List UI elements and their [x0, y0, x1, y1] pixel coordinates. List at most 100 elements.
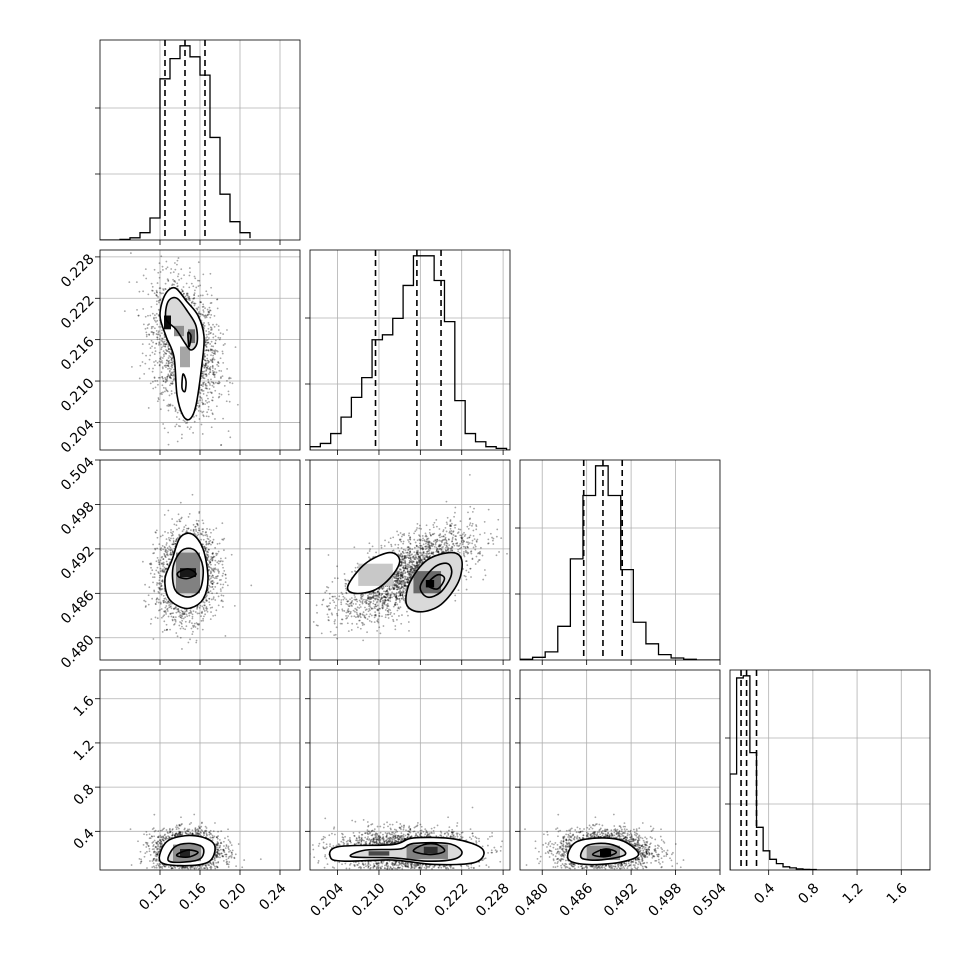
scatter-point	[174, 607, 177, 610]
scatter-point	[192, 624, 194, 627]
scatter-point	[162, 292, 164, 295]
scatter-point	[422, 552, 425, 555]
scatter-point	[343, 597, 346, 599]
scatter-point	[205, 349, 208, 352]
scatter-point	[210, 354, 212, 357]
scatter-point	[202, 314, 205, 317]
scatter-point	[344, 587, 347, 590]
scatter-point	[211, 552, 214, 555]
scatter-point	[221, 350, 224, 353]
scatter-point	[161, 630, 164, 633]
scatter-point	[409, 570, 412, 573]
scatter-point	[168, 536, 170, 539]
scatter-point	[153, 573, 156, 575]
scatter-point	[166, 375, 169, 378]
scatter-point	[154, 386, 157, 389]
scatter-point	[189, 529, 192, 532]
scatter-point	[208, 578, 211, 581]
scatter-point	[151, 351, 154, 354]
scatter-point	[358, 607, 361, 609]
scatter-point	[155, 320, 157, 323]
scatter-point	[442, 530, 445, 533]
scatter-point	[212, 323, 214, 326]
scatter-point	[155, 291, 158, 293]
scatter-point	[176, 608, 179, 611]
scatter-point	[463, 531, 465, 534]
scatter-point	[186, 527, 188, 530]
scatter-point	[166, 359, 169, 362]
scatter-point	[162, 423, 165, 425]
scatter-point	[408, 572, 411, 575]
scatter-point	[408, 574, 411, 576]
scatter-point	[214, 339, 217, 342]
scatter-point	[202, 324, 205, 327]
scatter-point	[161, 360, 163, 362]
scatter-point	[205, 373, 208, 376]
scatter-point	[208, 306, 211, 309]
scatter-point	[188, 621, 191, 624]
scatter-point	[206, 610, 209, 613]
scatter-point	[156, 566, 159, 569]
scatter-point	[380, 598, 382, 601]
scatter-point	[204, 355, 206, 358]
scatter-point	[164, 611, 167, 614]
scatter-point	[157, 572, 160, 575]
scatter-point	[180, 609, 183, 612]
scatter-point	[209, 586, 212, 588]
scatter-point	[153, 268, 156, 271]
scatter-point	[161, 579, 164, 582]
scatter-point	[416, 561, 419, 564]
scatter-point	[365, 599, 367, 601]
scatter-point	[148, 334, 151, 336]
scatter-point	[147, 314, 149, 317]
scatter-point	[167, 600, 170, 603]
scatter-point	[162, 391, 164, 394]
scatter-point	[193, 294, 196, 297]
scatter-point	[208, 560, 211, 562]
scatter-point	[168, 362, 171, 364]
scatter-point	[201, 533, 204, 536]
scatter-point	[153, 353, 156, 355]
scatter-point	[174, 392, 176, 394]
scatter-point	[167, 405, 170, 408]
scatter-point	[212, 614, 215, 617]
scatter-point	[395, 596, 398, 599]
scatter-point	[171, 381, 174, 383]
scatter-point	[163, 552, 166, 555]
scatter-point	[208, 566, 210, 568]
scatter-point	[172, 537, 175, 540]
scatter-point	[369, 597, 372, 599]
scatter-point	[162, 568, 165, 571]
scatter-point	[172, 616, 175, 619]
scatter-point	[211, 365, 214, 367]
scatter-point	[207, 322, 210, 324]
scatter-point	[456, 532, 459, 535]
scatter-point	[172, 543, 174, 546]
scatter-point	[166, 341, 168, 344]
scatter-point	[208, 562, 211, 565]
scatter-point	[221, 574, 224, 577]
scatter-point	[197, 312, 200, 315]
scatter-point	[429, 533, 432, 536]
scatter-point	[473, 538, 476, 540]
scatter-point	[408, 554, 411, 557]
scatter-point	[397, 553, 400, 556]
scatter-point	[197, 519, 200, 522]
scatter-point	[182, 613, 185, 616]
scatter-point	[165, 267, 168, 270]
scatter-point	[166, 547, 169, 549]
scatter-point	[204, 364, 206, 367]
scatter-point	[177, 610, 179, 613]
scatter-point	[202, 309, 205, 312]
scatter-point	[217, 396, 220, 399]
scatter-point	[201, 611, 204, 614]
scatter-point	[395, 574, 398, 577]
histogram-panel	[100, 40, 300, 240]
scatter-point	[207, 333, 210, 336]
scatter-point	[203, 364, 206, 367]
scatter-point	[188, 512, 191, 515]
scatter-point	[175, 540, 177, 542]
scatter-point	[171, 550, 174, 553]
scatter-point	[210, 571, 213, 574]
scatter-point	[204, 365, 207, 368]
